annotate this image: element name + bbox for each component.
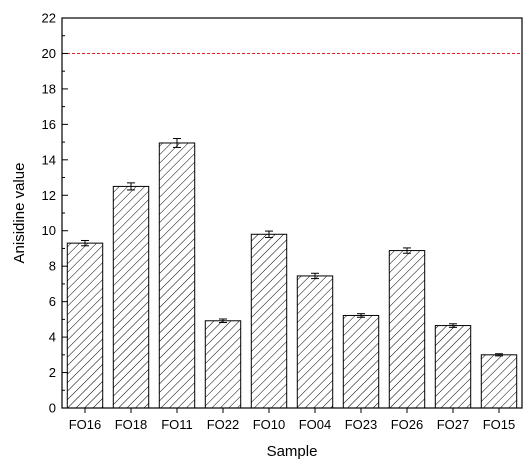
bar-fo15 (480, 354, 518, 409)
x-tick-label-fo18: FO18 (115, 417, 148, 432)
error-bar-fo23 (357, 313, 365, 318)
x-axis-title: Sample (267, 443, 318, 460)
error-bar-fo26 (403, 247, 411, 254)
x-tick-label-fo04: FO04 (299, 417, 332, 432)
y-tick-label: 0 (49, 401, 56, 416)
x-tick-label-fo26: FO26 (391, 417, 424, 432)
bar-fo27 (434, 325, 472, 409)
error-bar-fo16 (81, 239, 89, 247)
x-tick-label-fo27: FO27 (437, 417, 470, 432)
x-tick-label-fo10: FO10 (253, 417, 286, 432)
bar-fo04 (296, 275, 334, 409)
y-tick-label: 2 (49, 365, 56, 380)
y-tick-label: 14 (42, 152, 56, 167)
error-bar-fo11 (173, 138, 181, 148)
x-tick-label-fo11: FO11 (161, 417, 193, 432)
bar-fo16 (66, 242, 104, 409)
y-tick-label: 12 (42, 188, 56, 203)
bar-fo18 (112, 185, 150, 409)
y-tick-label: 6 (49, 294, 56, 309)
error-bar-fo27 (449, 323, 457, 328)
error-bar-fo15 (495, 353, 503, 357)
error-bar-fo10 (265, 230, 273, 238)
y-tick-label: 8 (49, 259, 56, 274)
error-bar-fo22 (219, 318, 227, 324)
x-axis-ticks: FO16 FO18 FO11 FO22 FO10 FO04 FO23 FO26 FO27 FO15 (69, 408, 516, 432)
y-axis-title: Anisidine value (11, 163, 28, 264)
y-tick-label: 10 (42, 223, 56, 238)
plot-area: 0 2 4 6 8 10 12 14 16 18 20 22 FO16 FO18 FO11 FO22 FO10… (42, 11, 523, 432)
bar-fo26 (388, 250, 426, 409)
x-tick-label-fo22: FO22 (207, 417, 240, 432)
x-tick-label-fo23: FO23 (345, 417, 378, 432)
x-tick-label-fo15: FO15 (483, 417, 516, 432)
y-tick-label: 16 (42, 117, 56, 132)
y-tick-label: 22 (42, 11, 56, 26)
error-bar-fo04 (311, 272, 319, 280)
bar-fo11 (158, 142, 196, 409)
y-tick-label: 4 (49, 330, 56, 345)
bars (66, 138, 518, 409)
bar-fo22 (204, 320, 242, 409)
y-tick-label: 20 (42, 46, 56, 61)
bar-fo23 (342, 314, 380, 409)
y-tick-label: 18 (42, 81, 56, 96)
error-bar-fo18 (127, 182, 135, 191)
y-axis-ticks: 0 2 4 6 8 10 12 14 16 18 20 22 (42, 11, 68, 416)
bar-fo10 (250, 233, 288, 409)
x-tick-label-fo16: FO16 (69, 417, 102, 432)
